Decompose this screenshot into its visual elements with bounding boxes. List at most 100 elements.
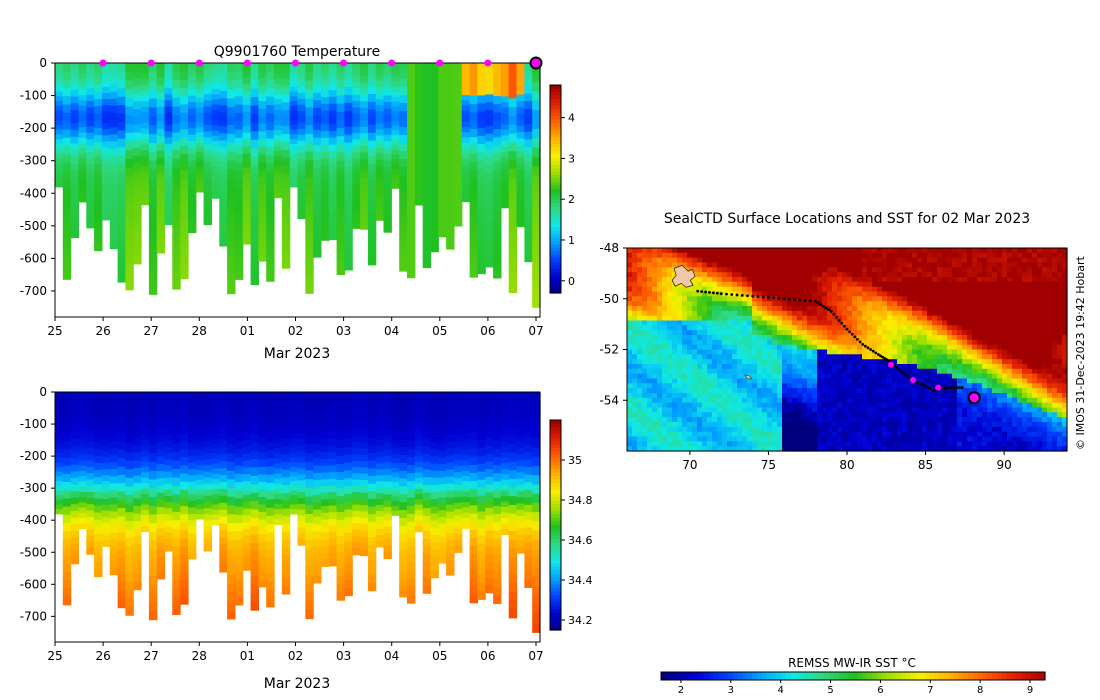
section-cell [242, 529, 252, 537]
section-cell [438, 398, 447, 406]
section-cell [524, 192, 533, 202]
sst-cell [647, 277, 653, 283]
section-cell [328, 525, 338, 533]
section-cell [274, 442, 283, 449]
section-cell [141, 95, 150, 102]
section-cell [430, 186, 439, 195]
section-cell [78, 121, 87, 128]
sst-cell [792, 277, 798, 283]
section-cell [422, 110, 432, 119]
section-cell [508, 600, 518, 610]
sst-cell [1037, 310, 1043, 317]
sst-cell [642, 291, 648, 297]
section-cell [508, 531, 518, 541]
section-cell [78, 470, 87, 477]
section-cell [391, 453, 400, 459]
section-cell [78, 180, 87, 187]
section-cell [86, 158, 95, 165]
section-cell [258, 93, 267, 102]
section-cell [469, 448, 478, 458]
section-cell [78, 169, 87, 176]
sst-cell [957, 325, 963, 331]
section-cell [101, 528, 111, 535]
section-cell [203, 489, 212, 497]
section-cell [375, 445, 385, 453]
sst-cell [1012, 248, 1018, 254]
section-cell [493, 63, 502, 72]
section-cell [203, 69, 212, 76]
sst-cell [982, 262, 988, 268]
section-cell [227, 505, 236, 515]
section-cell [336, 160, 345, 170]
section-cell [313, 137, 322, 146]
sst-cell [852, 296, 858, 302]
sst-cell [1062, 286, 1068, 293]
section-cell [117, 508, 126, 517]
sst-cell [1007, 291, 1013, 297]
sst-cell [712, 267, 718, 273]
section-cell [500, 463, 510, 470]
section-cell [485, 438, 494, 447]
section-cell [211, 448, 220, 454]
sst-cell [842, 315, 848, 322]
sst-cell [667, 267, 673, 273]
colorbar-segment [550, 289, 561, 294]
section-cell [360, 492, 369, 500]
section-cell [141, 150, 150, 157]
section-cell [70, 431, 79, 439]
colorbar-segment [550, 623, 561, 628]
sst-cell [857, 286, 863, 293]
section-cell [70, 63, 79, 71]
section-cell [430, 128, 439, 137]
section-cell [508, 115, 518, 126]
sst-cell [722, 267, 728, 273]
section-cell [266, 491, 275, 500]
section-cell [469, 562, 478, 571]
section-cell [321, 499, 330, 507]
section-cell [188, 533, 197, 541]
section-cell [407, 586, 416, 596]
section-cell [399, 79, 408, 88]
sst-cell [837, 306, 843, 312]
section-cell [203, 143, 212, 151]
section-cell [454, 138, 463, 146]
section-cell [78, 512, 87, 519]
section-cell [328, 398, 338, 406]
section-cell [94, 192, 103, 201]
section-cell [101, 75, 111, 82]
section-cell [117, 499, 126, 509]
section-cell [344, 407, 353, 417]
sst-cell [972, 267, 978, 273]
colorbar-segment [550, 237, 561, 242]
sst-cell [712, 272, 718, 278]
x-tick-label: 05 [432, 649, 447, 663]
section-cell [203, 477, 212, 485]
section-cell [70, 524, 79, 532]
section-cell [391, 116, 400, 122]
section-cell [461, 180, 471, 187]
sst-cell [1007, 306, 1013, 312]
section-cell [532, 623, 541, 633]
section-cell [414, 128, 424, 135]
sst-cell [872, 252, 878, 259]
sst-cell [672, 296, 678, 302]
section-cell [195, 112, 205, 119]
sst-cell [1032, 286, 1038, 293]
section-cell [227, 213, 236, 224]
section-cell [203, 404, 212, 411]
section-cell [86, 429, 95, 437]
sst-cell [1032, 325, 1038, 331]
section-cell [55, 504, 64, 510]
sst-cell [697, 310, 703, 317]
section-cell [375, 392, 385, 399]
sst-cell [722, 330, 728, 336]
sst-cell [1002, 315, 1008, 322]
sst-cell [1047, 306, 1053, 312]
section-cell [367, 257, 377, 266]
section-cell [469, 244, 478, 253]
section-cell [55, 101, 64, 107]
sst-cell [962, 310, 968, 317]
section-cell [94, 84, 103, 93]
section-cell [86, 183, 95, 191]
section-cell [485, 133, 494, 142]
